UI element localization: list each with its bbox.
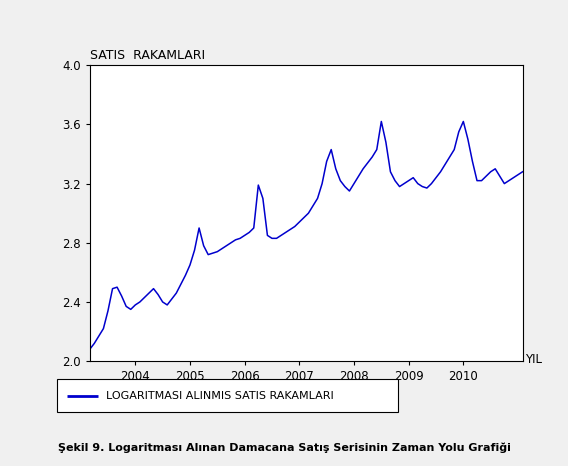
Text: LOGARITMASI ALINMIS SATIS RAKAMLARI: LOGARITMASI ALINMIS SATIS RAKAMLARI xyxy=(106,391,334,401)
Text: Şekil 9. Logaritması Alınan Damacana Satış Serisinin Zaman Yolu Grafiği: Şekil 9. Logaritması Alınan Damacana Sat… xyxy=(57,442,511,453)
FancyBboxPatch shape xyxy=(57,379,398,412)
Text: YIL: YIL xyxy=(525,353,542,366)
Text: SATIS  RAKAMLARI: SATIS RAKAMLARI xyxy=(90,48,205,62)
